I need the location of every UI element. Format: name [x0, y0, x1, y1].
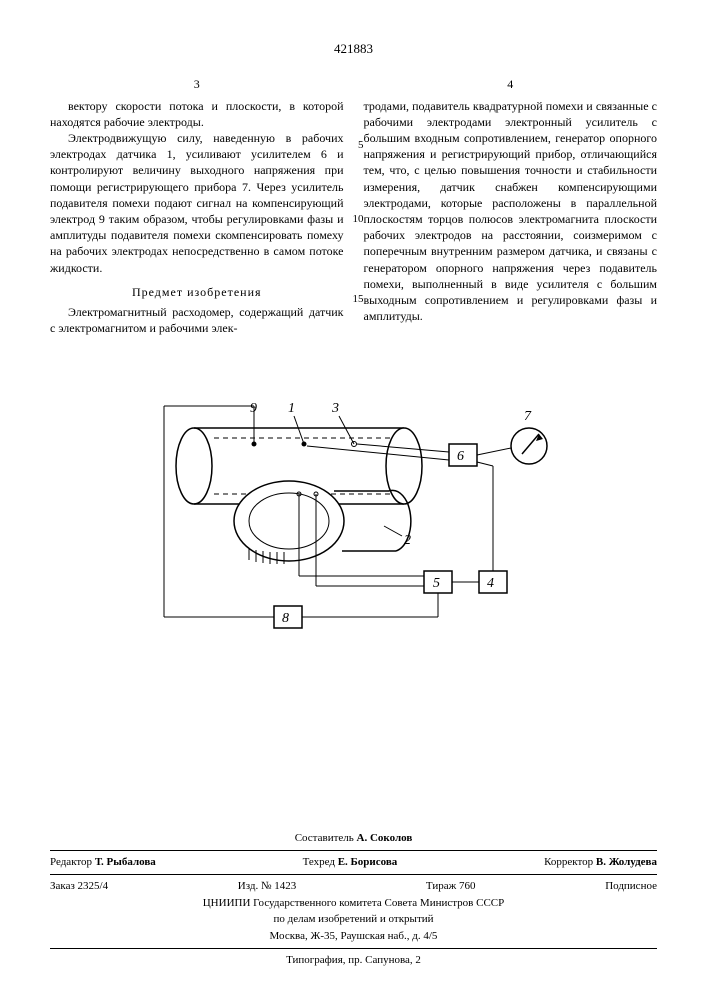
fig-label-6: 6 [457, 449, 464, 464]
section-heading: Предмет изобретения [50, 284, 344, 300]
corrector: Корректор В. Жолудева [544, 855, 657, 870]
patent-number: 421883 [50, 40, 657, 58]
fig-label-3: 3 [331, 401, 339, 416]
podpisnoe: Подписное [605, 879, 657, 894]
compiler-name: А. Соколов [357, 832, 413, 844]
line-mark-15: 15 [350, 292, 364, 307]
compiler-label: Составитель [295, 832, 354, 844]
footer-compiler: Составитель А. Соколов [50, 831, 657, 846]
fig-label-8: 8 [282, 611, 289, 626]
footer-typ: Типография, пр. Сапунова, 2 [50, 953, 657, 968]
left-p2: Электродвижущую силу, наведенную в рабоч… [50, 130, 344, 276]
right-column: 4 5 10 15 тродами, подавитель квадратурн… [364, 76, 658, 337]
fig-label-5: 5 [433, 576, 440, 591]
footer-org1: ЦНИИПИ Государственного комитета Совета … [50, 896, 657, 911]
tirazh: Тираж 760 [426, 879, 476, 894]
footer-org3: Москва, Ж-35, Раушская наб., д. 4/5 [50, 929, 657, 944]
line-mark-10: 10 [350, 212, 364, 227]
line-mark-5: 5 [350, 138, 364, 153]
tech: Техред Е. Борисова [303, 855, 398, 870]
editor: Редактор Т. Рыбалова [50, 855, 156, 870]
text-columns: 3 вектору скорости потока и плоскости, в… [50, 76, 657, 337]
footer: Составитель А. Соколов Редактор Т. Рыбал… [50, 829, 657, 970]
fig-label-1: 1 [288, 401, 295, 416]
izd: Изд. № 1423 [238, 879, 296, 894]
col-num-left: 3 [50, 76, 344, 92]
fig-label-4: 4 [487, 576, 494, 591]
left-p1: вектору скорости потока и плоскости, в к… [50, 98, 344, 130]
footer-print-info: Заказ 2325/4 Изд. № 1423 Тираж 760 Подпи… [50, 879, 657, 894]
left-column: 3 вектору скорости потока и плоскости, в… [50, 76, 344, 337]
footer-org2: по делам изобретений и открытий [50, 912, 657, 927]
figure-diagram: 9 1 3 2 6 [144, 376, 564, 636]
footer-credits: Редактор Т. Рыбалова Техред Е. Борисова … [50, 855, 657, 870]
page: 421883 3 вектору скорости потока и плоск… [0, 0, 707, 1000]
fig-label-2: 2 [404, 533, 411, 548]
fig-label-7: 7 [524, 409, 532, 424]
left-p3: Электромагнитный расходомер, содержащий … [50, 304, 344, 336]
col-num-right: 4 [364, 76, 658, 92]
order: Заказ 2325/4 [50, 879, 108, 894]
right-p1: тродами, подавитель квадратурной помехи … [364, 98, 658, 325]
